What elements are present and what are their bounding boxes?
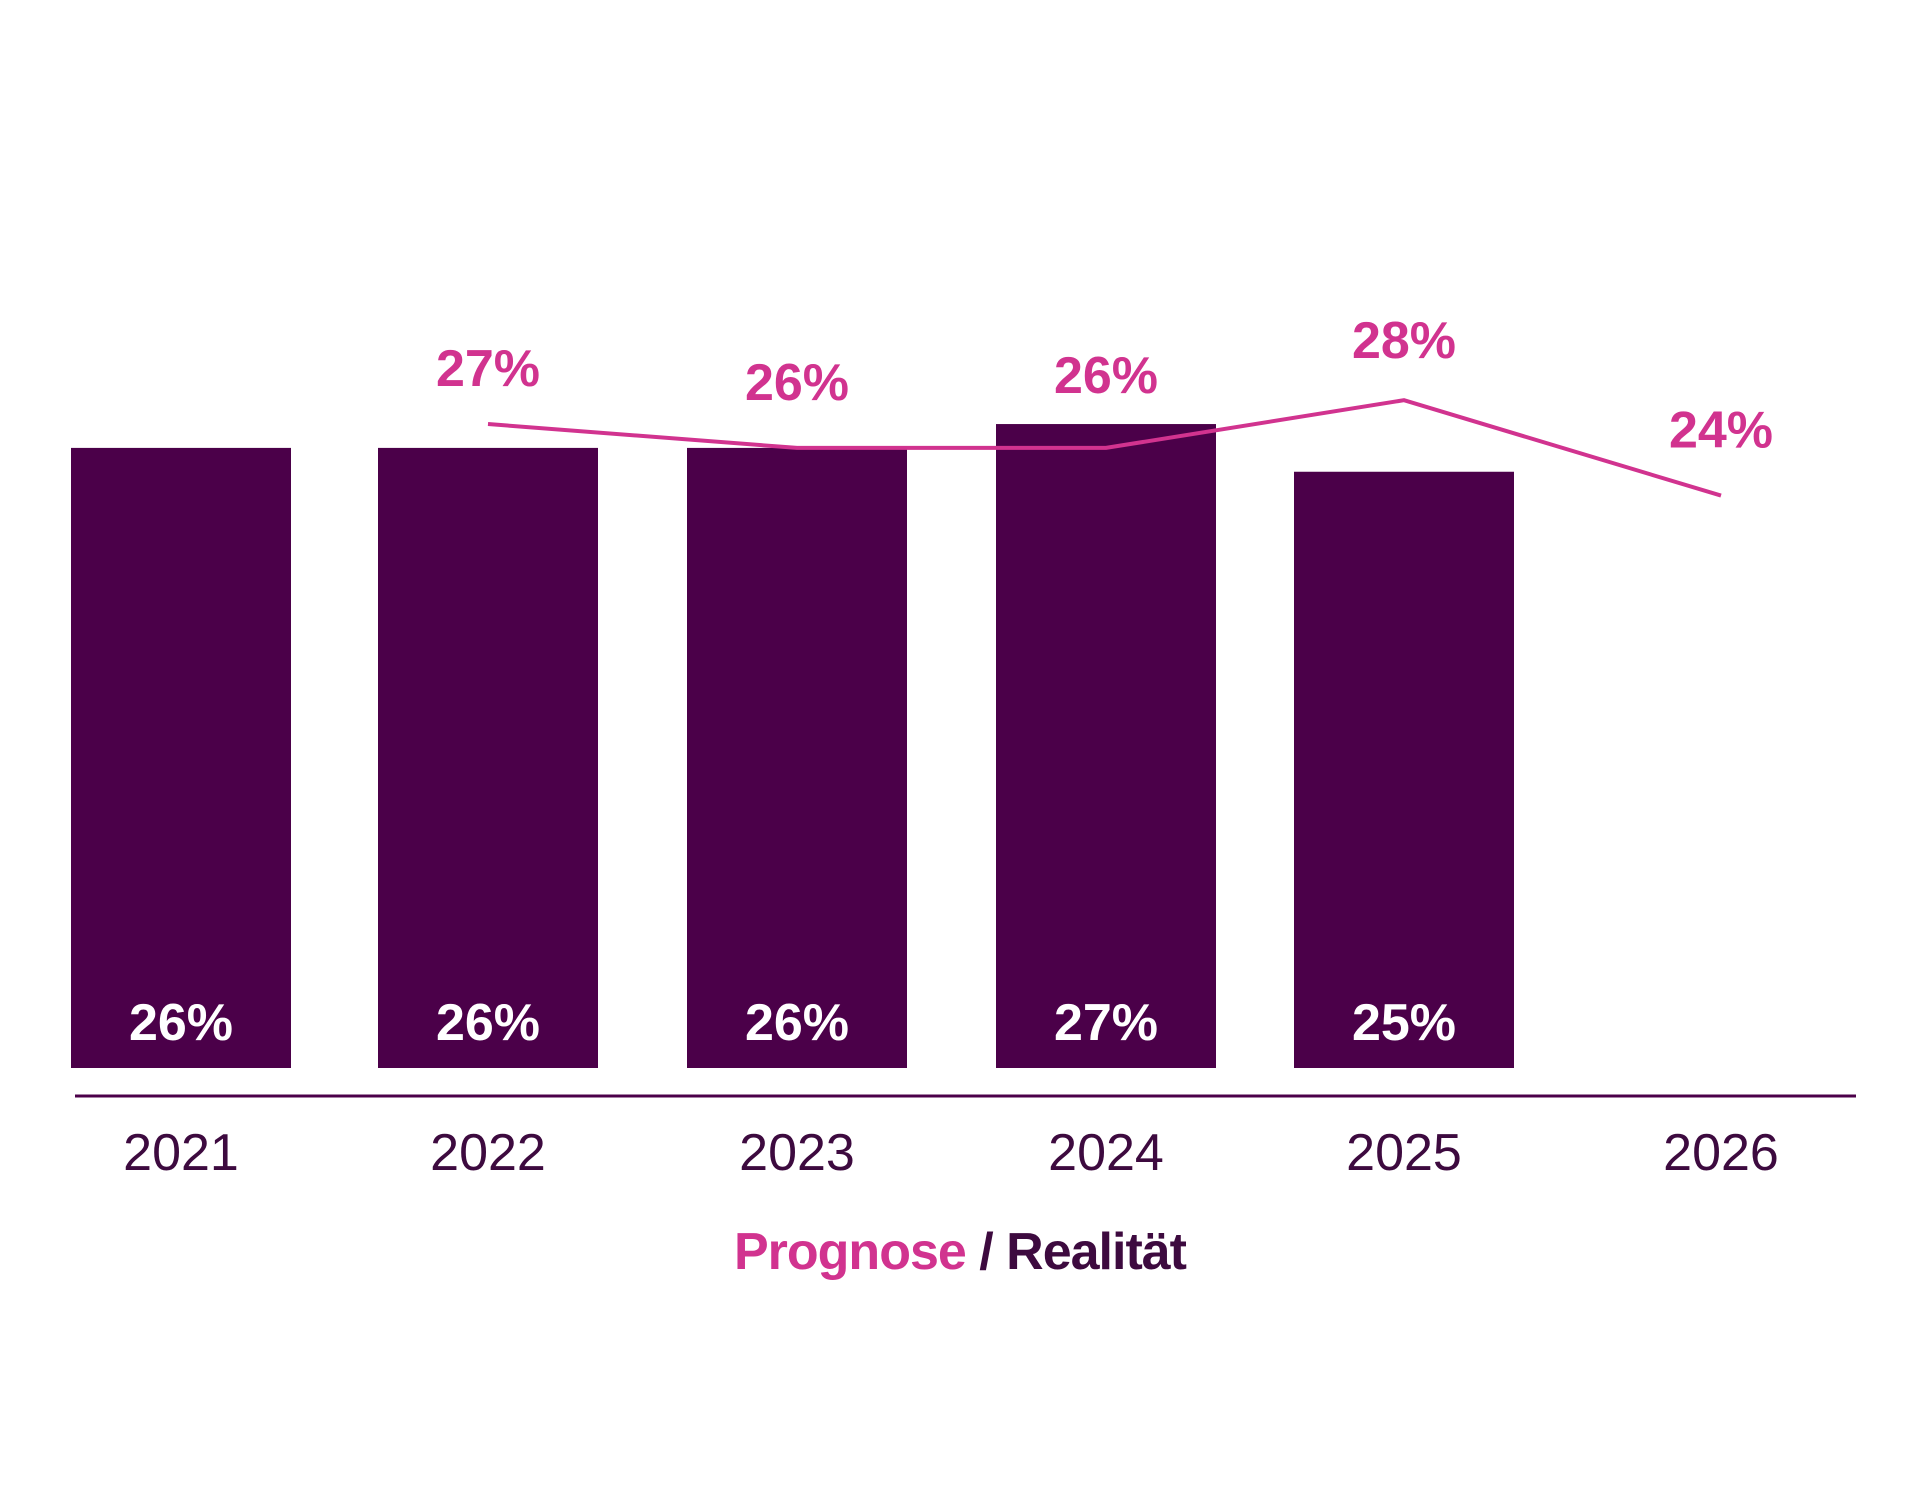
x-tick-2022: 2022 xyxy=(430,1124,546,1182)
bar-2024 xyxy=(996,424,1216,1068)
prognose-label-2023: 26% xyxy=(745,354,849,412)
legend-separator: / xyxy=(965,1223,1007,1281)
legend: Prognose / Realität xyxy=(0,1222,1920,1282)
bar-label-2021: 26% xyxy=(129,994,233,1052)
prognose-label-2026: 24% xyxy=(1669,402,1773,460)
bar-label-2022: 26% xyxy=(436,994,540,1052)
legend-prognose: Prognose xyxy=(733,1223,967,1281)
prognose-label-2022: 27% xyxy=(436,340,540,398)
bar-label-2025: 25% xyxy=(1352,994,1456,1052)
x-tick-2023: 2023 xyxy=(739,1124,855,1182)
bar-2022 xyxy=(378,447,598,1068)
bar-label-2024: 27% xyxy=(1054,994,1158,1052)
bar-2023 xyxy=(687,447,907,1068)
bar-label-2023: 26% xyxy=(745,994,849,1052)
prognose-label-2024: 26% xyxy=(1054,347,1158,405)
x-tick-2026: 2026 xyxy=(1663,1124,1779,1182)
x-tick-2025: 2025 xyxy=(1346,1124,1462,1182)
bar-2021 xyxy=(71,447,291,1068)
legend-realitaet: Realität xyxy=(1006,1223,1187,1281)
x-tick-2021: 2021 xyxy=(123,1124,239,1182)
bar-2025 xyxy=(1294,471,1514,1068)
prognose-label-2025: 28% xyxy=(1352,312,1456,370)
x-tick-2024: 2024 xyxy=(1048,1124,1164,1182)
